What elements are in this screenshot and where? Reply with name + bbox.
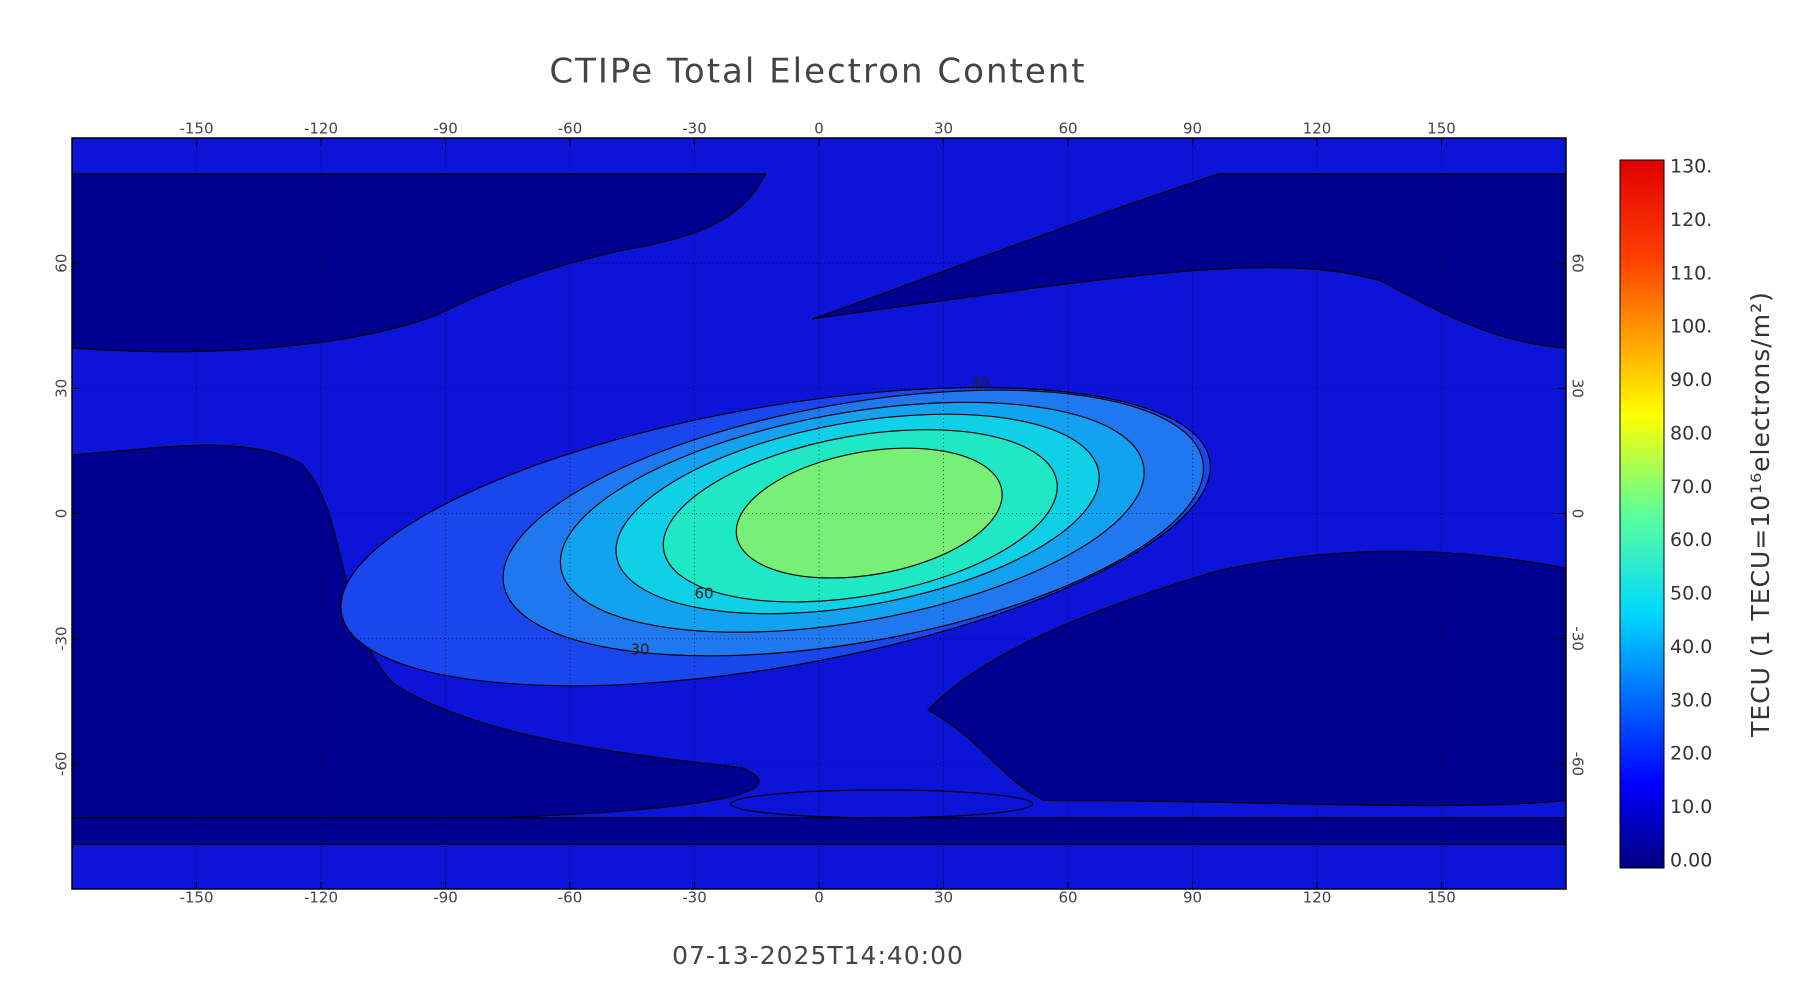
x-tick-label: -120 <box>304 889 338 907</box>
x-tick-label: -30 <box>682 889 707 907</box>
x-tick-label: 30 <box>934 120 953 138</box>
band-0 <box>811 173 1566 349</box>
band-70 <box>735 447 1003 579</box>
colorbar-tick-label: 10.0 <box>1670 796 1712 818</box>
x-tick-label: 0 <box>814 889 824 907</box>
x-tick-label: 60 <box>1058 120 1077 138</box>
band-0 <box>71 173 767 353</box>
chart-title: CTIPe Total Electron Content <box>549 52 1086 92</box>
colorbar-tick-label: 90.0 <box>1670 369 1712 391</box>
colorbar <box>1619 159 1665 869</box>
band-0 <box>71 817 1566 846</box>
x-tick-label: 60 <box>1058 889 1077 907</box>
y-tick-label: -30 <box>1569 626 1587 651</box>
x-tick-label: -90 <box>433 889 458 907</box>
y-tick-label: 30 <box>53 379 71 398</box>
x-tick-label: -150 <box>179 120 213 138</box>
colorbar-label: TECU (1 TECU=10¹⁶electrons/m²) <box>1746 291 1775 738</box>
x-tick-label: 90 <box>1183 889 1202 907</box>
timestamp: 07-13-2025T14:40:00 <box>672 941 964 970</box>
x-tick-label: -30 <box>682 120 707 138</box>
colorbar-tick-label: 70.0 <box>1670 476 1712 498</box>
x-tick-label: 30 <box>934 889 953 907</box>
colorbar-tick-label: 30.0 <box>1670 689 1712 711</box>
x-tick-label: -90 <box>433 120 458 138</box>
colorbar-tick-label: 50.0 <box>1670 583 1712 605</box>
band-0 <box>71 444 760 819</box>
y-tick-label: 60 <box>53 254 71 273</box>
colorbar-tick-label: 60.0 <box>1670 529 1712 551</box>
y-tick-label: -60 <box>1569 752 1587 777</box>
colorbar-tick-label: 130. <box>1670 156 1712 178</box>
y-tick-label: 0 <box>53 509 71 519</box>
x-tick-label: -120 <box>304 120 338 138</box>
y-tick-label: 30 <box>1569 379 1587 398</box>
x-tick-label: 120 <box>1303 120 1332 138</box>
y-tick-label: 0 <box>1569 509 1587 519</box>
x-tick-label: 0 <box>814 120 824 138</box>
contour-label: 60 <box>694 585 713 603</box>
band-10 <box>730 789 1033 819</box>
colorbar-tick-label: 110. <box>1670 262 1712 284</box>
colorbar-tick-label: 80.0 <box>1670 422 1712 444</box>
y-tick-label: -30 <box>53 626 71 651</box>
colorbar-tick-label: 0.00 <box>1670 850 1712 872</box>
x-tick-label: -150 <box>179 889 213 907</box>
y-tick-label: 60 <box>1569 254 1587 273</box>
x-tick-label: 90 <box>1183 120 1202 138</box>
x-tick-label: 150 <box>1427 889 1456 907</box>
x-tick-label: -60 <box>558 889 583 907</box>
axes: -150 -150 -120 -120 -90 -90 -60 -60 -30 -30 0 0 30 30… <box>53 120 1713 907</box>
contour-label: 30 <box>970 374 989 392</box>
x-tick-label: -60 <box>558 120 583 138</box>
colorbar-tick-label: 100. <box>1670 316 1712 338</box>
x-tick-label: 150 <box>1427 120 1456 138</box>
colorbar-tick-label: 120. <box>1670 209 1712 231</box>
colorbar-tick-label: 20.0 <box>1670 743 1712 765</box>
y-tick-label: -60 <box>53 752 71 777</box>
contour-label: 30 <box>630 641 649 659</box>
colorbar-tick-label: 40.0 <box>1670 636 1712 658</box>
x-tick-label: 120 <box>1303 889 1332 907</box>
